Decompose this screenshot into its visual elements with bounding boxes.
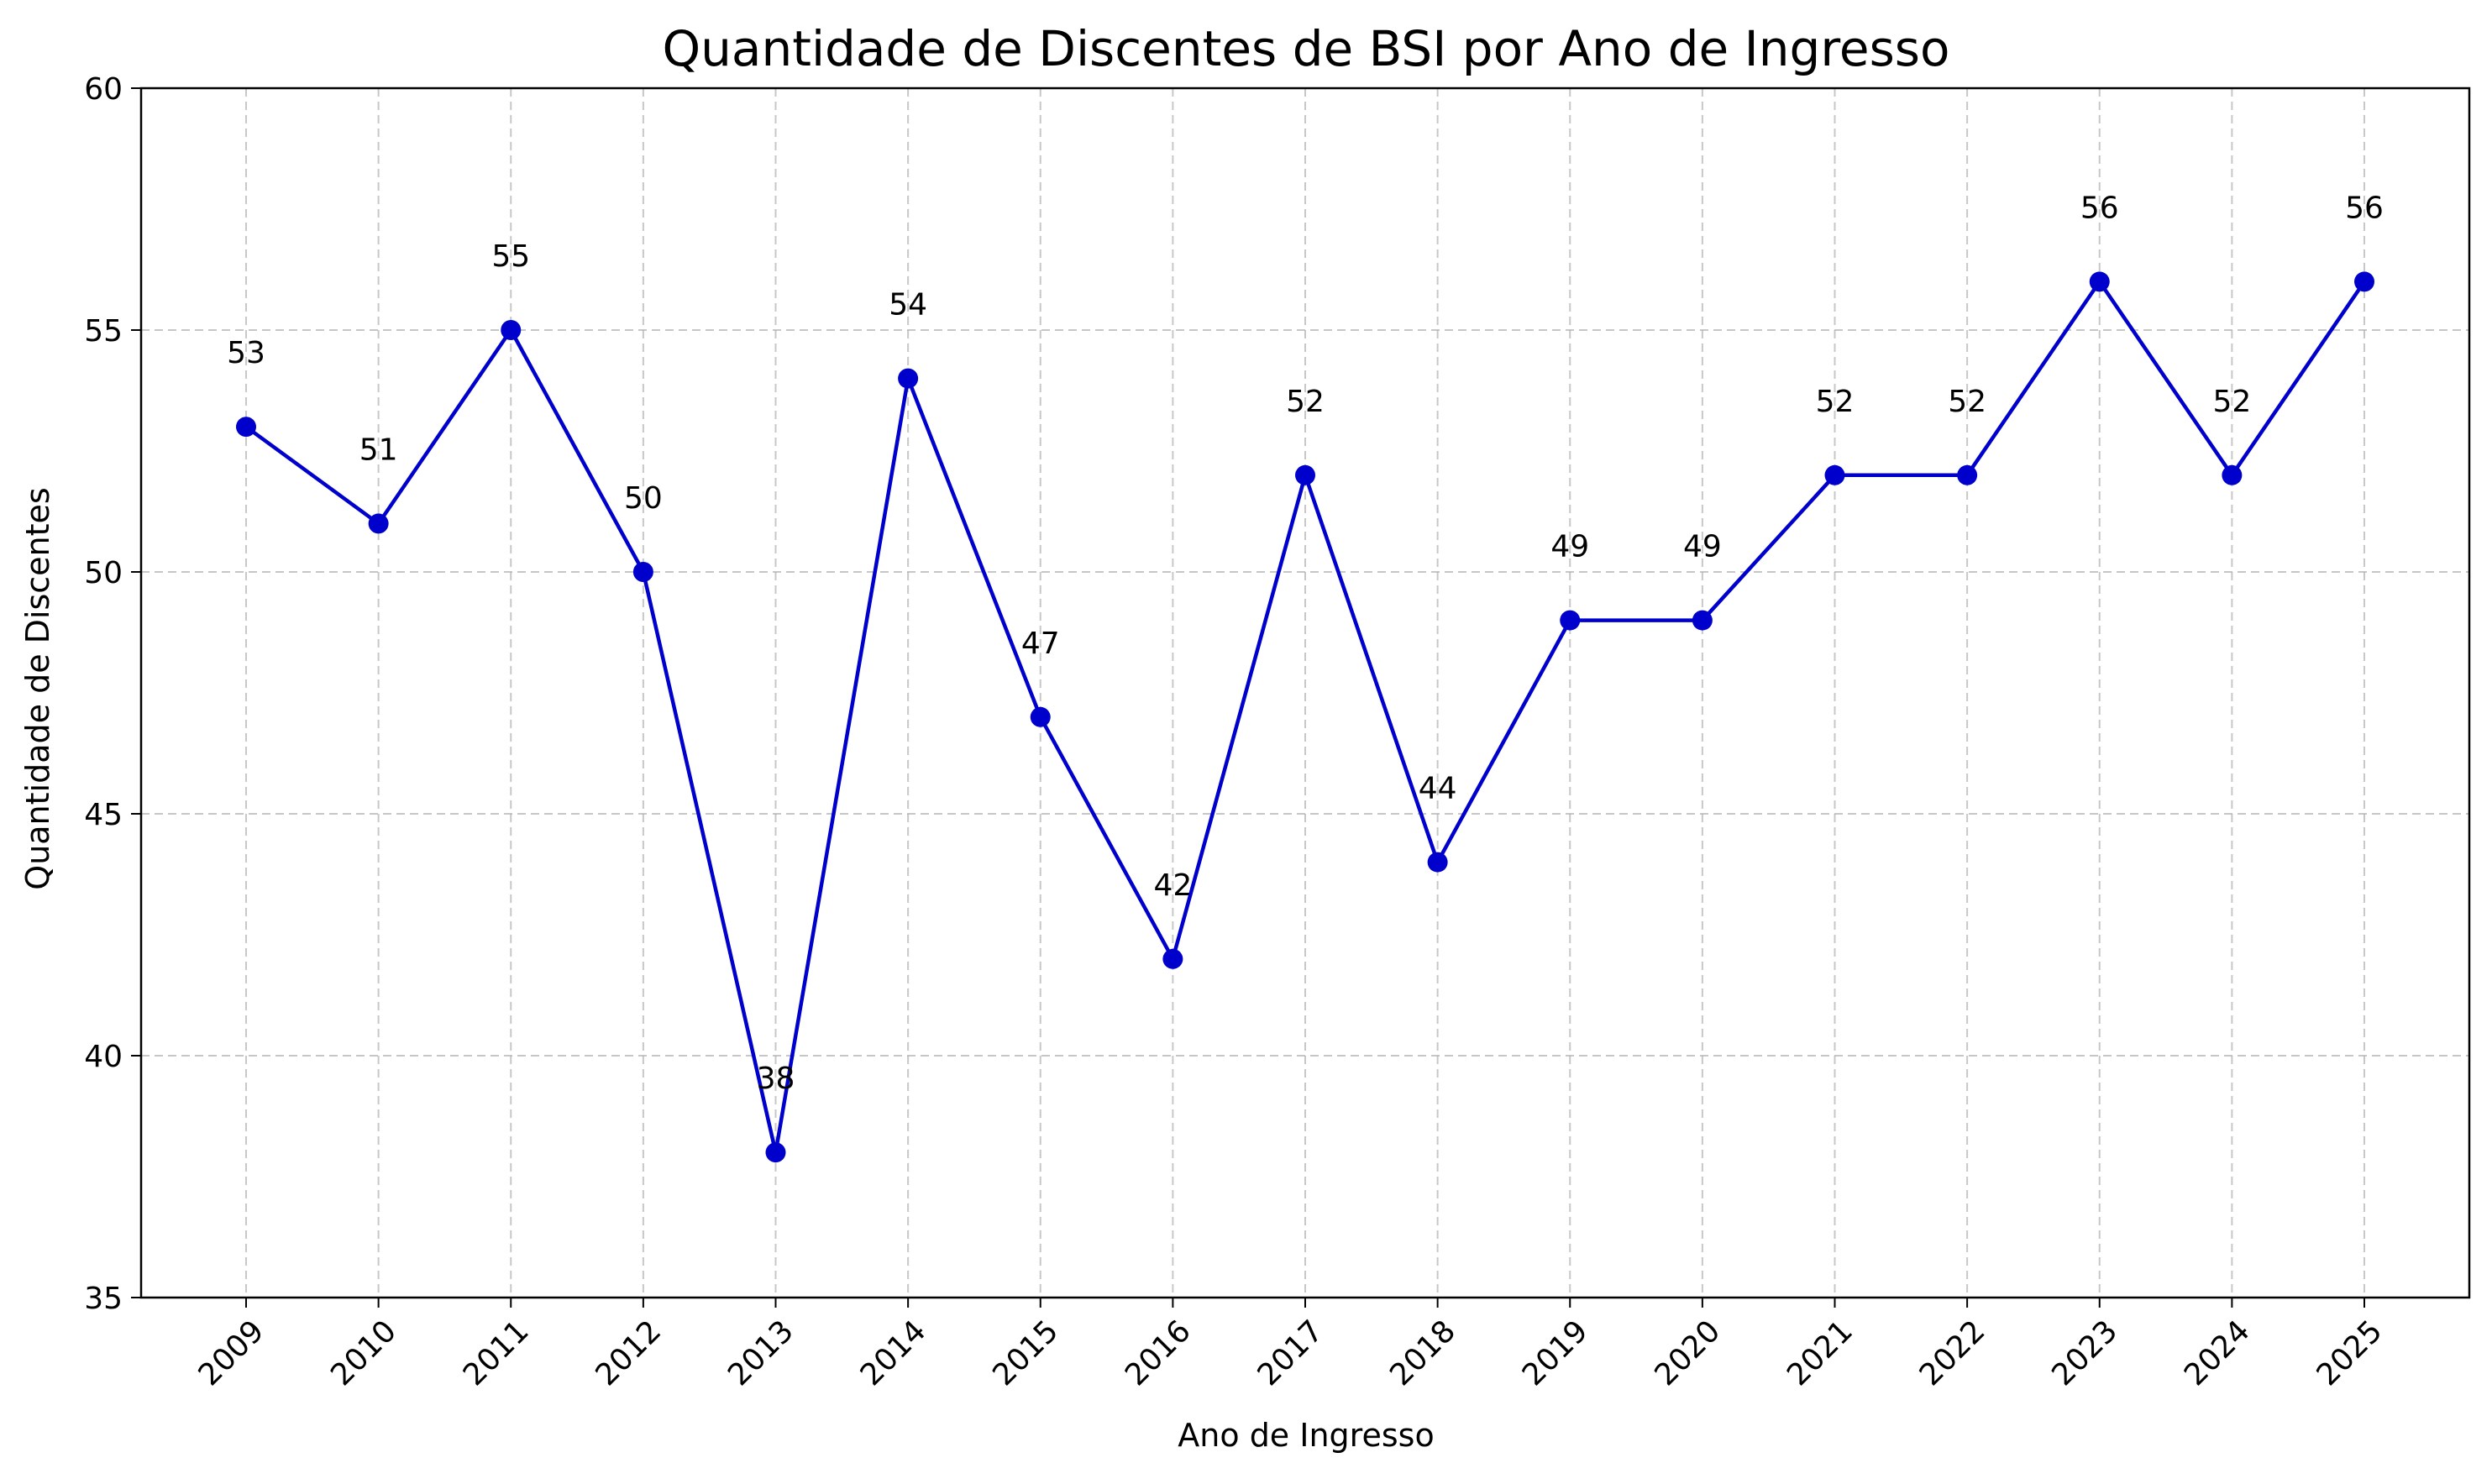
y-tick-label: 45: [84, 798, 123, 832]
data-label: 56: [2345, 191, 2384, 225]
data-label: 47: [1021, 627, 1060, 661]
data-point: [765, 1142, 786, 1163]
data-label: 52: [2212, 385, 2251, 419]
data-point: [1427, 852, 1448, 873]
data-label: 51: [359, 433, 398, 467]
y-tick-label: 35: [84, 1282, 123, 1316]
grid: [141, 87, 2469, 1298]
data-point: [632, 562, 653, 582]
data-label: 38: [757, 1062, 795, 1096]
y-tick-label: 40: [84, 1040, 123, 1074]
data-label: 55: [491, 239, 530, 274]
data-label: 44: [1419, 772, 1457, 806]
data-point: [1030, 706, 1051, 727]
data-point: [1162, 948, 1183, 969]
data-point: [1692, 610, 1713, 631]
data-label: 52: [1816, 385, 1855, 419]
data-point: [2354, 271, 2374, 292]
data-label: 49: [1683, 530, 1722, 564]
data-point: [501, 320, 522, 340]
data-label: 56: [2080, 191, 2119, 225]
y-axis: 35 40 45 50 55 60: [84, 72, 141, 1316]
data-point: [2089, 271, 2110, 292]
data-point: [1560, 610, 1581, 631]
data-point: [236, 417, 256, 438]
data-label: 50: [624, 481, 663, 516]
data-point: [898, 368, 919, 389]
data-label: 53: [227, 336, 265, 370]
series-line: [236, 271, 2374, 1163]
y-tick-label: 60: [84, 72, 123, 107]
data-label: 49: [1550, 530, 1589, 564]
y-tick-label: 55: [84, 314, 123, 349]
data-labels: 53 51 55 50 38 54 47 42 52 44 49 49 52 52 56 52 56: [227, 191, 2384, 1096]
data-label: 52: [1948, 385, 1986, 419]
x-axis-label: Ano de Ingresso: [1178, 1417, 1434, 1454]
data-label: 52: [1286, 385, 1325, 419]
y-tick-label: 50: [84, 556, 123, 590]
data-label: 54: [889, 288, 927, 322]
data-point: [1957, 464, 1978, 485]
data-point: [2222, 464, 2243, 485]
chart-title: Quantidade de Discentes de BSI por Ano d…: [662, 20, 1949, 77]
data-point: [368, 513, 389, 534]
data-point: [1824, 464, 1845, 485]
data-label: 42: [1153, 868, 1192, 903]
data-point: [1295, 464, 1315, 485]
y-axis-label: Quantidade de Discentes: [19, 487, 56, 889]
